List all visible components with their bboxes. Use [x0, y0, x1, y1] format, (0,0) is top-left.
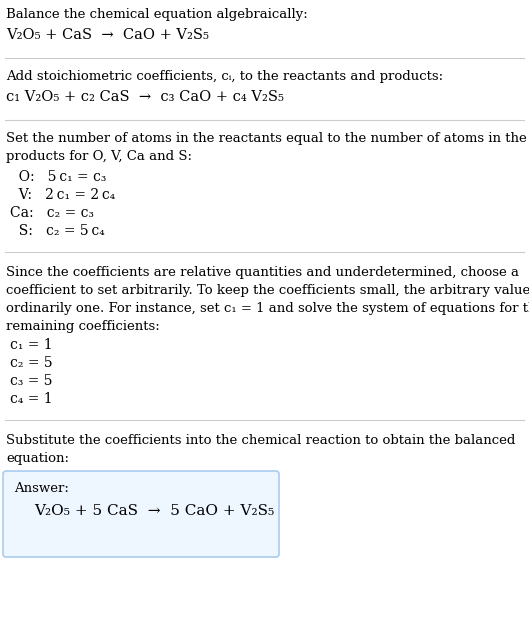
Text: c₂ = 5: c₂ = 5 [10, 356, 52, 370]
Text: products for O, V, Ca and S:: products for O, V, Ca and S: [6, 150, 192, 163]
Text: coefficient to set arbitrarily. To keep the coefficients small, the arbitrary va: coefficient to set arbitrarily. To keep … [6, 284, 529, 297]
Text: remaining coefficients:: remaining coefficients: [6, 320, 160, 333]
Text: ordinarily one. For instance, set c₁ = 1 and solve the system of equations for t: ordinarily one. For instance, set c₁ = 1… [6, 302, 529, 315]
Text: V₂O₅ + CaS  →  CaO + V₂S₅: V₂O₅ + CaS → CaO + V₂S₅ [6, 28, 209, 42]
Text: c₄ = 1: c₄ = 1 [10, 392, 52, 406]
Text: V₂O₅ + 5 CaS  →  5 CaO + V₂S₅: V₂O₅ + 5 CaS → 5 CaO + V₂S₅ [34, 504, 274, 518]
Text: Ca:   c₂ = c₃: Ca: c₂ = c₃ [10, 206, 94, 220]
FancyBboxPatch shape [3, 471, 279, 557]
Text: c₁ V₂O₅ + c₂ CaS  →  c₃ CaO + c₄ V₂S₅: c₁ V₂O₅ + c₂ CaS → c₃ CaO + c₄ V₂S₅ [6, 90, 284, 104]
Text: Answer:: Answer: [14, 482, 69, 495]
Text: Set the number of atoms in the reactants equal to the number of atoms in the: Set the number of atoms in the reactants… [6, 132, 527, 145]
Text: V:   2 c₁ = 2 c₄: V: 2 c₁ = 2 c₄ [10, 188, 115, 202]
Text: Since the coefficients are relative quantities and underdetermined, choose a: Since the coefficients are relative quan… [6, 266, 519, 279]
Text: equation:: equation: [6, 452, 69, 465]
Text: Balance the chemical equation algebraically:: Balance the chemical equation algebraica… [6, 8, 308, 21]
Text: S:   c₂ = 5 c₄: S: c₂ = 5 c₄ [10, 224, 105, 238]
Text: Add stoichiometric coefficients, cᵢ, to the reactants and products:: Add stoichiometric coefficients, cᵢ, to … [6, 70, 443, 83]
Text: c₁ = 1: c₁ = 1 [10, 338, 52, 352]
Text: Substitute the coefficients into the chemical reaction to obtain the balanced: Substitute the coefficients into the che… [6, 434, 515, 447]
Text: O:   5 c₁ = c₃: O: 5 c₁ = c₃ [10, 170, 106, 184]
Text: c₃ = 5: c₃ = 5 [10, 374, 52, 388]
